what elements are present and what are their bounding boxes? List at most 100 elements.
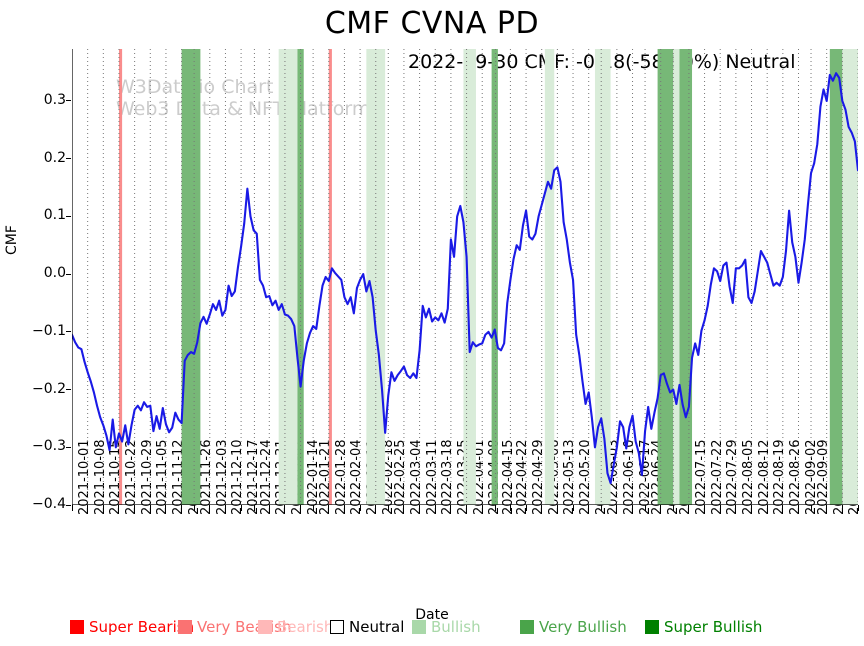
- y-tick-mark: [66, 446, 71, 448]
- x-tick-mark: [632, 505, 634, 511]
- signal-band: [491, 49, 498, 505]
- chart-svg: [72, 49, 858, 505]
- signal-band: [594, 49, 611, 505]
- plot-area: [72, 49, 858, 505]
- legend-item-bearish[interactable]: Bearish: [258, 618, 333, 636]
- x-tick-mark: [328, 505, 330, 511]
- signal-band: [118, 49, 123, 505]
- x-tick-mark: [359, 505, 361, 511]
- x-tick-mark: [672, 505, 674, 511]
- y-tick-label: −0.2: [32, 380, 66, 397]
- x-tick-mark: [766, 505, 768, 511]
- signal-band: [544, 49, 555, 505]
- x-tick-mark: [572, 505, 574, 511]
- x-tick-mark: [118, 505, 120, 511]
- page-title: CMF CVNA PD: [324, 6, 540, 41]
- x-tick-mark: [193, 505, 195, 511]
- x-tick-mark: [403, 505, 405, 511]
- x-tick-mark: [704, 505, 706, 511]
- x-tick-mark: [87, 505, 89, 511]
- x-tick-mark: [826, 505, 828, 511]
- x-tick-mark: [434, 505, 436, 511]
- x-tick-mark: [735, 505, 737, 511]
- signal-band: [842, 49, 858, 505]
- x-tick-mark: [660, 505, 662, 511]
- x-tick-mark: [240, 505, 242, 511]
- x-tick-mark: [600, 505, 602, 511]
- x-tick-mark: [284, 505, 286, 511]
- y-tick-label: −0.3: [32, 438, 66, 455]
- x-tick-mark: [841, 505, 843, 511]
- legend-label: Super Bearish: [89, 618, 195, 636]
- x-tick-mark: [450, 505, 452, 511]
- y-tick-label: 0.1: [43, 207, 66, 224]
- y-tick-label: 0.0: [43, 265, 66, 282]
- x-tick-mark: [556, 505, 558, 511]
- x-tick-mark: [509, 505, 511, 511]
- y-tick-mark: [66, 100, 71, 102]
- signal-band: [657, 49, 674, 505]
- x-tick-mark: [857, 505, 859, 511]
- x-tick-mark: [312, 505, 314, 511]
- x-tick-mark: [616, 505, 618, 511]
- legend-label: Bearish: [277, 618, 334, 636]
- x-tick-mark: [134, 505, 136, 511]
- legend-item-super-bearish[interactable]: Super Bearish: [70, 618, 194, 636]
- x-tick-mark: [102, 505, 104, 511]
- cmf-line: [72, 72, 858, 485]
- legend-item-bullish[interactable]: Bullish: [412, 618, 481, 636]
- signal-band: [829, 49, 843, 505]
- legend-swatch-icon: [330, 620, 344, 634]
- legend-swatch-icon: [412, 620, 426, 634]
- x-tick-mark: [181, 505, 183, 511]
- x-tick-mark: [588, 505, 590, 511]
- legend-swatch-icon: [520, 620, 534, 634]
- x-tick-mark: [688, 505, 690, 511]
- x-tick-mark: [375, 505, 377, 511]
- x-tick-mark: [253, 505, 255, 511]
- x-tick-mark: [525, 505, 527, 511]
- legend-label: Neutral: [349, 618, 405, 636]
- y-tick-label: 0.3: [43, 91, 66, 108]
- signal-band: [673, 49, 680, 505]
- x-axis-label: Date: [415, 607, 449, 623]
- y-tick-mark: [66, 504, 71, 506]
- legend-swatch-icon: [645, 620, 659, 634]
- x-tick-mark: [71, 505, 73, 511]
- y-tick-mark: [66, 331, 71, 333]
- x-tick-mark: [149, 505, 151, 511]
- x-tick-mark: [343, 505, 345, 511]
- signal-band: [679, 49, 693, 505]
- y-axis-ticks: 0.3 0.2 0.1 0.0 −0.1 −0.2 −0.3 −0.4: [14, 0, 71, 646]
- y-tick-mark: [66, 158, 71, 160]
- x-tick-mark: [268, 505, 270, 511]
- signal-band: [181, 49, 201, 505]
- x-tick-mark: [466, 505, 468, 511]
- x-tick-mark: [209, 505, 211, 511]
- y-tick-mark: [66, 215, 71, 217]
- x-tick-mark: [541, 505, 543, 511]
- x-tick-mark: [481, 505, 483, 511]
- x-tick-mark: [782, 505, 784, 511]
- legend-label: Bullish: [431, 618, 481, 636]
- x-tick-mark: [719, 505, 721, 511]
- legend-swatch-icon: [178, 620, 192, 634]
- chart-legend: Super Bearish Very Bearish Bearish Neutral B…: [0, 618, 864, 644]
- legend-label: Very Bullish: [539, 618, 627, 636]
- y-tick-label: −0.1: [32, 322, 66, 339]
- x-tick-mark: [387, 505, 389, 511]
- legend-swatch-icon: [70, 620, 84, 634]
- watermark-line-2: Web3 Data & NFT Platform: [116, 98, 371, 120]
- y-tick-label: 0.2: [43, 149, 66, 166]
- x-tick-mark: [300, 505, 302, 511]
- legend-label: Super Bullish: [664, 618, 763, 636]
- legend-swatch-icon: [258, 620, 272, 634]
- signal-band: [278, 49, 298, 505]
- x-tick-mark: [495, 505, 497, 511]
- legend-item-neutral[interactable]: Neutral: [330, 618, 404, 636]
- legend-item-super-bullish[interactable]: Super Bullish: [645, 618, 762, 636]
- x-tick-mark: [644, 505, 646, 511]
- legend-item-very-bullish[interactable]: Very Bullish: [520, 618, 627, 636]
